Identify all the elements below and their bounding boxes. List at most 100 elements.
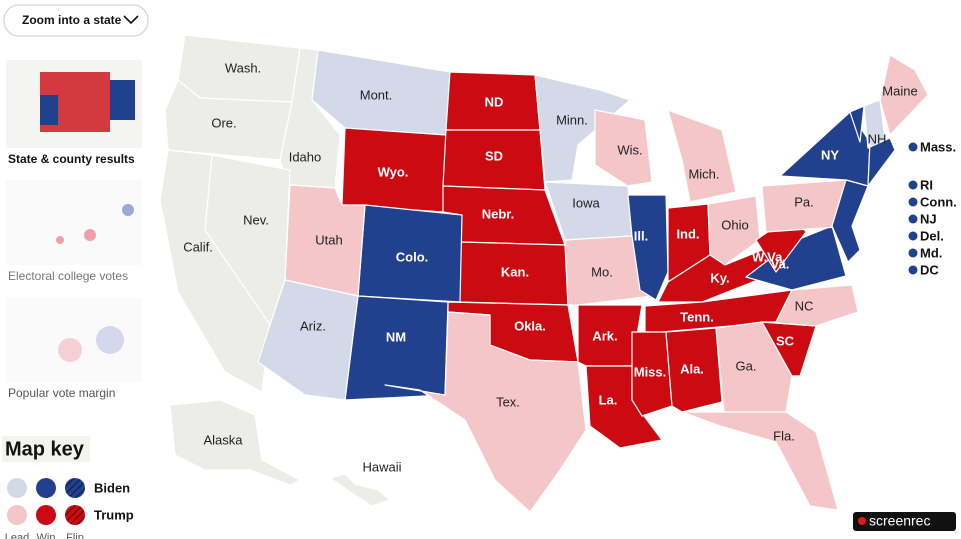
- state-label: Minn.: [556, 112, 588, 127]
- key-title-bg: [2, 436, 90, 462]
- state: [879, 54, 929, 136]
- small-state-dot: [908, 214, 918, 224]
- state-label: Wash.: [225, 60, 261, 75]
- thumb-label: Popular vote margin: [8, 386, 115, 400]
- key-swatch: [7, 478, 27, 498]
- state: [169, 399, 301, 486]
- state-label: SD: [485, 148, 503, 163]
- small-state-label: RI: [920, 177, 933, 192]
- thumb-dot: [56, 236, 64, 244]
- state-label: Nev.: [243, 212, 269, 227]
- state-label: Utah: [315, 232, 342, 247]
- state: [665, 327, 723, 413]
- state-label: Ind.: [676, 226, 699, 241]
- small-state-label: DC: [920, 262, 939, 277]
- state: [257, 279, 359, 401]
- thumb-electoral[interactable]: [6, 180, 142, 265]
- small-state-dot: [908, 180, 918, 190]
- key-swatch: [36, 478, 56, 498]
- state-label: Calif.: [183, 239, 213, 254]
- thumb-label: Electoral college votes: [8, 269, 128, 283]
- state: [564, 235, 653, 306]
- small-state-dot: [908, 231, 918, 241]
- state-label: Va.: [771, 256, 790, 271]
- watermark: screenrec: [853, 512, 956, 531]
- watermark-text: screenrec: [869, 513, 930, 529]
- state: [715, 321, 793, 413]
- small-state-dot: [908, 248, 918, 258]
- state-label: NM: [386, 329, 406, 344]
- small-state-label: Conn.: [920, 194, 957, 209]
- thumbnails[interactable]: State & county results Electoral college…: [6, 60, 142, 400]
- state-label: Vt.: [847, 95, 864, 110]
- state-label: Kan.: [501, 264, 529, 279]
- key-row-label: Biden: [94, 480, 130, 495]
- state-label: Nebr.: [482, 206, 515, 221]
- thumb-dot: [122, 204, 134, 216]
- thumb-dot: [96, 326, 124, 354]
- state-label: Ohio: [721, 217, 748, 232]
- small-state-dot: [908, 142, 918, 152]
- state: [849, 105, 865, 143]
- state-label: Ore.: [211, 115, 236, 130]
- state: [344, 295, 449, 401]
- us-map: Wash. Ore. Idaho Mont. Wyo. ND SD Nebr. Kan. Okla…: [159, 34, 957, 513]
- state: [594, 109, 653, 187]
- key-swatch: [65, 505, 85, 525]
- state: [707, 195, 761, 266]
- state-label: NH: [868, 131, 887, 146]
- state-label: Tex.: [496, 394, 520, 409]
- state-label: Pa.: [794, 194, 814, 209]
- small-state-label: Md.: [920, 245, 942, 260]
- state-label: La.: [599, 392, 618, 407]
- watermark-bg: [853, 512, 956, 531]
- key-column-label: Lead: [5, 532, 29, 539]
- state-label: Idaho: [289, 149, 322, 164]
- state: [384, 311, 587, 513]
- small-state-label: Del.: [920, 228, 944, 243]
- state-label: NC: [795, 298, 814, 313]
- state-label: Mo.: [591, 264, 613, 279]
- state-label: Ala.: [680, 361, 704, 376]
- state-label: Ark.: [592, 328, 617, 343]
- state-label: Maine: [882, 83, 917, 98]
- state-label: Mont.: [360, 87, 393, 102]
- thumb-dot: [58, 338, 82, 362]
- small-state-dot: [908, 197, 918, 207]
- thumb-blue: [110, 80, 135, 120]
- key-swatch: [36, 505, 56, 525]
- state-label: Ill.: [634, 228, 648, 243]
- state: [667, 109, 737, 203]
- state-label: ND: [485, 94, 504, 109]
- key-swatch: [7, 505, 27, 525]
- key-column-label: Win: [37, 532, 56, 539]
- state-label: Ga.: [736, 358, 757, 373]
- watermark-dot: [858, 517, 866, 525]
- state-label: Miss.: [634, 364, 667, 379]
- state-label: Hawaii: [362, 459, 401, 474]
- state-label: Iowa: [572, 195, 600, 210]
- state: [631, 331, 673, 417]
- zoom-control[interactable]: Zoom into a state: [3, 4, 149, 37]
- state-label: Ariz.: [300, 318, 326, 333]
- state: [681, 411, 839, 511]
- state: [627, 194, 669, 301]
- key-title: Map key: [5, 438, 85, 460]
- state-label: Wyo.: [378, 164, 409, 179]
- state-label: Wis.: [617, 142, 642, 157]
- state-label: Colo.: [396, 249, 429, 264]
- zoom-button[interactable]: [3, 4, 149, 37]
- map-key: Map key Biden Trump Lead Win Flip: [2, 436, 134, 539]
- state: [159, 149, 271, 393]
- key-row-label: Trump: [94, 507, 134, 522]
- state-label: Alaska: [203, 432, 243, 447]
- state-label: SC: [776, 333, 795, 348]
- state-label: Tenn.: [680, 309, 714, 324]
- chevron: [123, 15, 139, 25]
- state-label: NY: [821, 147, 839, 162]
- small-state-dot: [908, 265, 918, 275]
- key-swatch: [65, 478, 85, 498]
- zoom-label: Zoom into a state: [22, 13, 122, 27]
- state-label: Ky.: [710, 270, 729, 285]
